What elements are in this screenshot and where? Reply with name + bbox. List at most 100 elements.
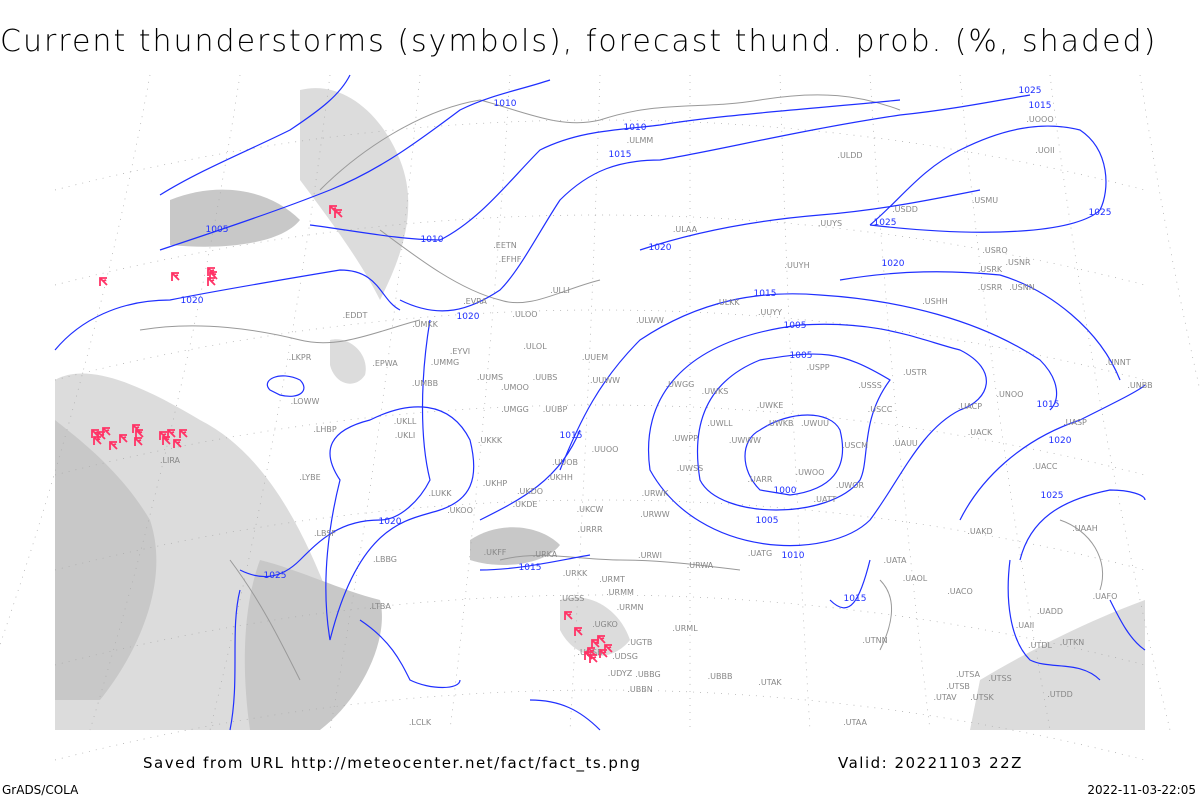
probability-shade-area: [470, 527, 560, 565]
meridian: [569, 74, 601, 731]
station-label: .UWKE: [757, 401, 784, 410]
saved-from-url: Saved from URL http://meteocenter.net/fa…: [143, 754, 642, 772]
meridian: [449, 74, 511, 731]
station-label: .UKCW: [577, 505, 604, 514]
station-label: .UOII: [1035, 146, 1054, 155]
isobar-label: 1025: [264, 571, 287, 581]
station-label: .UUMS: [477, 373, 503, 382]
isobar-line: [529, 699, 601, 731]
probability-shade-area: [330, 339, 366, 384]
software-credit: GrADS/COLA: [2, 783, 79, 797]
isobar-label: 1015: [754, 289, 777, 299]
isobar-line: [1019, 489, 1146, 561]
station-label: .UTNN: [862, 636, 887, 645]
probability-shade-area: [300, 88, 409, 300]
station-label: .UOOO: [1026, 115, 1053, 124]
station-label: .EPWA: [372, 359, 398, 368]
station-label: .UDSG: [612, 652, 638, 661]
station-label: .UGTB: [628, 638, 653, 647]
station-label: .USCC: [868, 405, 893, 414]
isobar-label: 1015: [844, 594, 867, 604]
isobar-label: 1005: [206, 225, 229, 235]
station-label: .UWKS: [702, 387, 729, 396]
station-label: .UNOO: [997, 390, 1024, 399]
station-label: .UWPP: [672, 434, 698, 443]
isobar-line: [54, 269, 401, 351]
station-label: .ULWW: [636, 316, 664, 325]
isobar-label: 1005: [756, 516, 779, 526]
station-label: .URWA: [687, 561, 714, 570]
isobar-label: 1005: [784, 321, 807, 331]
isobar-line: [266, 375, 305, 397]
station-label: .UTAA: [843, 718, 867, 727]
station-label: .UBBN: [627, 685, 652, 694]
station-label: .LTBA: [369, 602, 391, 611]
station-label: .UWOO: [796, 468, 825, 477]
station-label: .LHBP: [313, 425, 337, 434]
station-label: .UACP: [958, 402, 982, 411]
isobar-line: [239, 319, 431, 578]
station-label: .UARR: [748, 475, 773, 484]
station-label: .UWSS: [677, 464, 703, 473]
station-label: .UKLL: [394, 417, 417, 426]
station-label: .LIRA: [160, 456, 181, 465]
isobar-line: [399, 94, 1031, 312]
thunderstorm-symbols: [91, 205, 613, 663]
station-label: .UKLI: [395, 431, 415, 440]
station-label: .USPP: [806, 363, 829, 372]
station-label: .EYVI: [450, 347, 470, 356]
station-label: .EFHF: [499, 255, 522, 264]
lat-lon-grid: [0, 74, 1200, 761]
thunderstorm-symbol: [209, 271, 218, 280]
station-label: .UATA: [884, 556, 908, 565]
station-label: .UTSA: [956, 670, 981, 679]
station-label: .UTAK: [758, 678, 782, 687]
generated-timestamp: 2022-11-03-22:05: [1087, 783, 1196, 797]
station-label: .UUYH: [784, 261, 809, 270]
station-label: .UTDL: [1028, 641, 1052, 650]
thunderstorm-symbol: [173, 439, 182, 448]
station-label: .LUKK: [429, 489, 453, 498]
station-label: .UAAH: [1072, 524, 1098, 533]
station-label: .UKDE: [513, 500, 538, 509]
thunderstorm-symbol: [119, 434, 128, 443]
station-label: .ULAA: [673, 225, 698, 234]
station-label: .UTKN: [1060, 638, 1085, 647]
station-label: .UASP: [1063, 418, 1087, 427]
isobar-line: [479, 429, 581, 521]
station-label: .UNBB: [1127, 381, 1152, 390]
thunderstorm-symbol: [99, 277, 108, 286]
coastline: [379, 229, 601, 304]
station-label: .USNN: [1009, 283, 1034, 292]
station-label: .LCLK: [409, 718, 432, 727]
station-label: .UACC: [1033, 462, 1058, 471]
station-label: .LYBE: [299, 473, 320, 482]
station-label: .UDYZ: [608, 669, 633, 678]
station-label: .USSS: [858, 381, 882, 390]
station-label: .UWLL: [707, 419, 733, 428]
isobar-label: 1025: [1089, 208, 1112, 218]
isobar-label: 1005: [790, 351, 813, 361]
station-label: .UMOO: [501, 383, 529, 392]
thunderstorm-symbol: [179, 429, 188, 438]
probability-shade-area: [170, 189, 300, 247]
station-label: .URMM: [606, 588, 634, 597]
station-label: .UAFO: [1093, 592, 1118, 601]
station-label: .ULKK: [716, 298, 740, 307]
station-label: .URWW: [640, 510, 670, 519]
isobar-label: 1015: [560, 431, 583, 441]
isobar-label: 1010: [494, 99, 517, 109]
isobar-line: [309, 99, 901, 241]
isobar-line: [639, 189, 981, 251]
station-label: .UMMG: [431, 358, 459, 367]
thunderstorm-probability-shading: [55, 88, 1145, 730]
isobar-label: 1000: [774, 486, 797, 496]
station-label: .UWWW: [729, 436, 761, 445]
station-label: .UUWW: [590, 376, 620, 385]
station-label: .USMU: [972, 196, 998, 205]
thunderstorm-symbol: [102, 427, 111, 436]
station-label: .UACK: [968, 428, 993, 437]
station-label: .UGSS: [560, 594, 585, 603]
isobar-line: [869, 125, 1107, 233]
